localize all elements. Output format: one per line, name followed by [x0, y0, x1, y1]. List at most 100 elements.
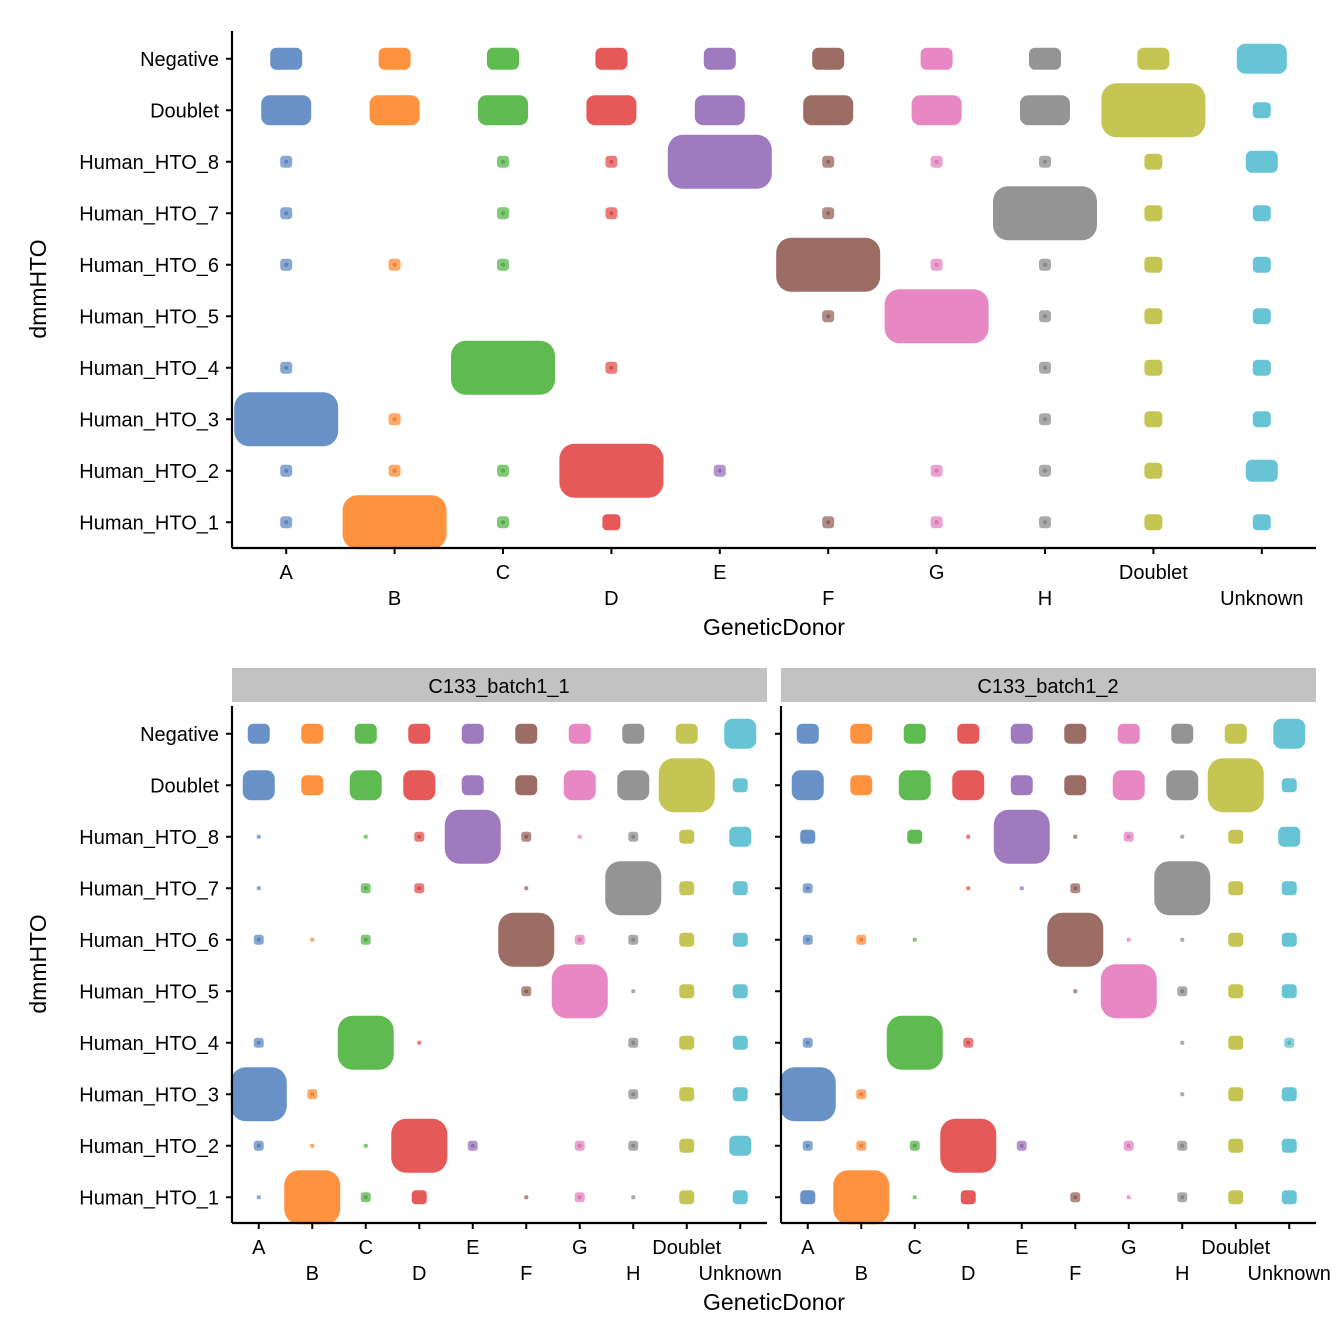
- point-core: [805, 937, 810, 942]
- jitter-points-doublet-doublet: [658, 758, 715, 813]
- jitter-points-unknown-doublet: [732, 778, 748, 793]
- x-tick-label: G: [1121, 1237, 1137, 1259]
- x-tick-label: A: [252, 1237, 266, 1259]
- facet-strip-label-2: C133_batch1_2: [977, 676, 1118, 698]
- jitter-points-doublet-negative: [675, 723, 698, 744]
- facet-panel-batch1-1: A B C D E F G H Doublet Unknown Negative Doublet Hum…: [79, 706, 782, 1285]
- x-tick-label: Doublet: [652, 1237, 721, 1259]
- x-tick-label: H: [1038, 588, 1052, 610]
- point-core: [392, 468, 397, 473]
- point-core: [256, 937, 261, 942]
- x-tick-label: E: [1015, 1237, 1028, 1259]
- x-tick-label: B: [388, 588, 401, 610]
- jitter-points-d-human_hto_4: [417, 1040, 422, 1045]
- point-core: [284, 159, 289, 164]
- jitter-points-unknown-negative: [1273, 718, 1306, 749]
- jitter-points-g-human_hto_5: [884, 289, 989, 344]
- jitter-points-unknown-doublet: [1252, 102, 1271, 119]
- jitter-points-b-negative: [301, 723, 324, 744]
- jitter-points-b-human_hto_1: [342, 495, 447, 550]
- y-tick-label: Human_HTO_8: [79, 827, 219, 849]
- y-tick-label: Negative: [140, 49, 219, 71]
- jitter-points-a-human_hto_8: [256, 834, 261, 839]
- jitter-points-d-doublet: [586, 95, 637, 126]
- point-core: [1126, 834, 1131, 839]
- jitter-points-c-human_hto_4: [337, 1015, 394, 1070]
- x-tick-label: G: [929, 562, 945, 584]
- jitter-points-c-human_hto_8: [363, 834, 368, 839]
- jitter-points-f-human_hto_6: [1047, 912, 1104, 967]
- jitter-points-f-doublet: [1064, 775, 1087, 796]
- jitter-points-a-human_hto_1: [256, 1195, 261, 1200]
- jitter-points-unknown-human_hto_4: [1252, 359, 1271, 376]
- jitter-points-doublet-human_hto_8: [1144, 153, 1163, 170]
- jitter-points-unknown-human_hto_8: [1278, 826, 1301, 847]
- jitter-points-e-negative: [703, 47, 736, 70]
- jitter-points-d-human_hto_2: [391, 1118, 448, 1173]
- jitter-points-a-human_hto_1: [800, 1190, 816, 1205]
- point-core: [500, 468, 506, 473]
- jitter-points-doublet-human_hto_7: [1144, 205, 1163, 222]
- x-tick-label: H: [626, 1263, 640, 1285]
- point-core: [577, 1195, 582, 1200]
- x-tick-label: D: [961, 1263, 975, 1285]
- y-tick-label: Human_HTO_1: [79, 512, 219, 534]
- jitter-points-doublet-negative: [1137, 47, 1170, 70]
- jitter-points-unknown-human_hto_7: [1252, 205, 1271, 222]
- jitter-points-doublet-negative: [1224, 723, 1247, 744]
- jitter-points-h-human_hto_7: [993, 186, 1097, 241]
- jitter-points-g-doublet: [563, 770, 596, 801]
- x-tick-label: B: [855, 1263, 868, 1285]
- y-tick-label: Human_HTO_6: [79, 930, 219, 952]
- point-core: [256, 1040, 261, 1045]
- bottom-y-axis-title: dmmHTO: [25, 914, 51, 1013]
- jitter-points-h-human_hto_4: [1180, 1040, 1185, 1045]
- jitter-points-unknown-human_hto_2: [1245, 459, 1278, 482]
- point-core: [284, 211, 289, 216]
- y-tick-label: Human_HTO_6: [79, 255, 219, 277]
- jitter-points-e-doublet: [694, 95, 745, 126]
- x-tick-label: D: [604, 588, 618, 610]
- jitter-points-e-doublet: [461, 775, 484, 796]
- point-core: [363, 886, 368, 891]
- jitter-points-b-human_hto_6: [310, 937, 315, 942]
- jitter-points-unknown-human_hto_6: [1281, 932, 1297, 947]
- jitter-points-b-human_hto_2: [310, 1143, 315, 1148]
- point-core: [417, 886, 422, 891]
- y-tick-label: Negative: [140, 724, 219, 746]
- jitter-points-unknown-human_hto_1: [1252, 514, 1271, 531]
- jitter-points-a-doublet: [242, 770, 275, 801]
- jitter-points-doublet-human_hto_6: [1144, 256, 1163, 273]
- jitter-points-doublet-human_hto_4: [679, 1035, 695, 1050]
- jitter-points-doublet-human_hto_8: [679, 829, 695, 844]
- jitter-points-a-human_hto_8: [800, 829, 816, 844]
- jitter-points-d-negative: [595, 47, 628, 70]
- jitter-points-doublet-human_hto_4: [1144, 359, 1163, 376]
- point-core: [912, 1143, 917, 1148]
- jitter-points-e-human_hto_8: [444, 809, 501, 864]
- jitter-points-doublet-human_hto_5: [1228, 984, 1244, 999]
- jitter-points-d-doublet: [403, 770, 436, 801]
- point-core: [500, 262, 506, 267]
- jitter-points-g-doublet: [1112, 770, 1145, 801]
- jitter-points-e-doublet: [1010, 775, 1033, 796]
- x-tick-label: F: [1069, 1263, 1081, 1285]
- point-core: [1180, 989, 1185, 994]
- x-tick-label: C: [496, 562, 510, 584]
- jitter-points-h-negative: [1171, 723, 1194, 744]
- jitter-points-a-human_hto_3: [779, 1067, 836, 1122]
- jitter-points-g-human_hto_5: [551, 964, 608, 1019]
- jitter-points-d-human_hto_2: [940, 1118, 997, 1173]
- facet-strip-label-1: C133_batch1_1: [428, 676, 569, 698]
- point-core: [805, 1143, 810, 1148]
- x-tick-label: F: [822, 588, 834, 610]
- x-tick-label: C: [359, 1237, 373, 1259]
- jitter-points-unknown-human_hto_1: [732, 1190, 748, 1205]
- jitter-points-f-human_hto_8: [1073, 834, 1078, 839]
- point-core: [363, 1195, 368, 1200]
- jitter-points-unknown-human_hto_2: [1281, 1138, 1297, 1153]
- jitter-points-f-negative: [812, 47, 845, 70]
- y-tick-label: Human_HTO_7: [79, 878, 219, 900]
- point-core: [470, 1143, 475, 1148]
- jitter-points-e-human_hto_8: [667, 134, 772, 189]
